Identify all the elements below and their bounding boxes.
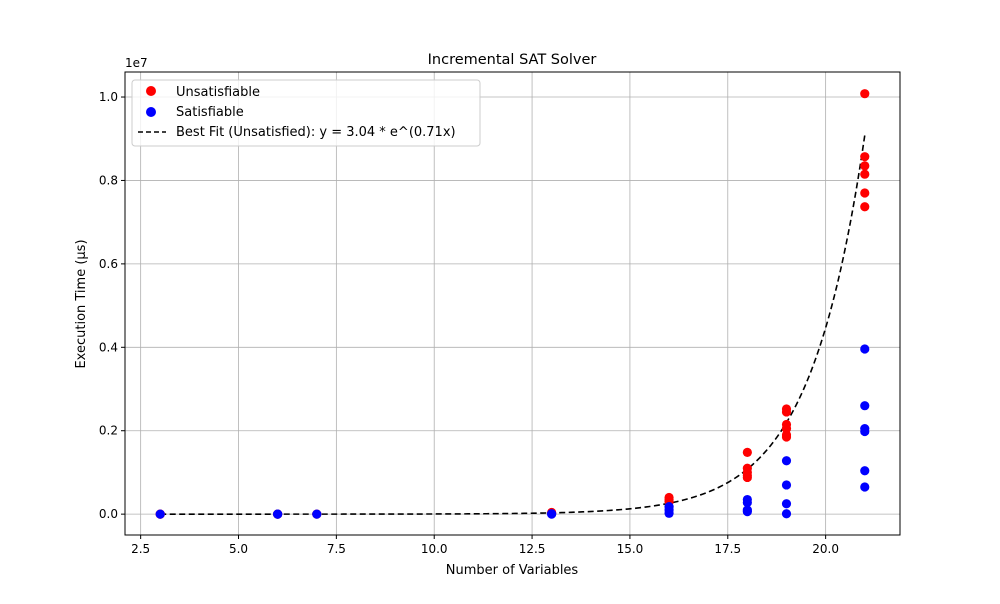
points-layer	[155, 89, 870, 519]
unsatisfiable-point	[860, 202, 870, 212]
unsatisfiable-point	[781, 432, 792, 442]
y-tick-label: 0.2	[99, 424, 118, 438]
y-tick-label: 1.0	[99, 90, 118, 104]
y-axis-ticks: 0.0 0.2 0.4 0.6 0.8 1.0	[99, 90, 125, 521]
y-tick-label: 0.4	[99, 340, 118, 354]
x-tick-label: 12.5	[519, 542, 546, 556]
satisfiable-point	[547, 509, 557, 519]
legend: Unsatisfiable Satisfiable Best Fit (Unsa…	[131, 79, 481, 147]
satisfiable-point	[860, 426, 870, 437]
unsatisfiable-point	[860, 161, 870, 171]
satisfiable-point	[860, 466, 870, 476]
x-tick-label: 10.0	[421, 542, 448, 556]
unsatisfiable-point	[742, 447, 752, 458]
legend-label-best-fit: Best Fit (Unsatisfied): y = 3.04 * e^(0.…	[176, 125, 456, 140]
x-tick-label: 20.0	[812, 542, 839, 556]
legend-label-unsatisfiable: Unsatisfiable	[176, 85, 260, 100]
unsatisfiable-point	[860, 152, 870, 162]
y-axis-scale-label: 1e7	[125, 56, 148, 70]
y-tick-label: 0.6	[99, 257, 118, 271]
unsatisfiable-point	[860, 169, 870, 179]
satisfiable-point	[155, 509, 165, 519]
x-tick-label: 5.0	[229, 542, 248, 556]
satisfiable-point	[860, 344, 870, 354]
satisfiable-point	[312, 509, 322, 519]
x-tick-label: 7.5	[327, 542, 346, 556]
satisfiable-point	[664, 508, 674, 518]
satisfiable-point	[742, 497, 752, 508]
unsatisfiable-point	[781, 407, 792, 417]
legend-marker-unsatisfiable	[146, 86, 156, 96]
unsatisfiable-point	[742, 472, 752, 483]
chart-title: Incremental SAT Solver	[428, 52, 597, 68]
y-tick-label: 0.8	[99, 173, 118, 187]
x-tick-label: 2.5	[131, 542, 150, 556]
satisfiable-point	[781, 499, 792, 509]
x-axis-label: Number of Variables	[446, 563, 579, 578]
satisfiable-point	[781, 509, 792, 519]
y-axis-label: Execution Time (µs)	[74, 239, 89, 368]
fit-curve-layer	[160, 135, 866, 515]
legend-label-satisfiable: Satisfiable	[176, 105, 244, 120]
x-axis-ticks: 2.5 5.0 7.5 10.0 12.5 15.0 17.5 20.0	[131, 535, 839, 556]
satisfiable-point	[860, 401, 870, 411]
satisfiable-point	[781, 456, 792, 466]
x-tick-label: 15.0	[617, 542, 644, 556]
unsatisfiable-point	[860, 89, 870, 99]
legend-marker-satisfiable	[146, 107, 156, 117]
best-fit-curve	[160, 135, 866, 515]
grid	[125, 72, 900, 535]
unsatisfiable-point	[860, 188, 870, 198]
y-tick-label: 0.0	[99, 507, 118, 521]
x-tick-label: 17.5	[714, 542, 741, 556]
satisfiable-point	[781, 480, 792, 490]
satisfiable-point	[860, 482, 870, 492]
plot-area-frame	[124, 71, 901, 536]
legend-frame	[131, 79, 481, 147]
satisfiable-point	[742, 507, 752, 517]
satisfiable-point	[273, 509, 283, 519]
